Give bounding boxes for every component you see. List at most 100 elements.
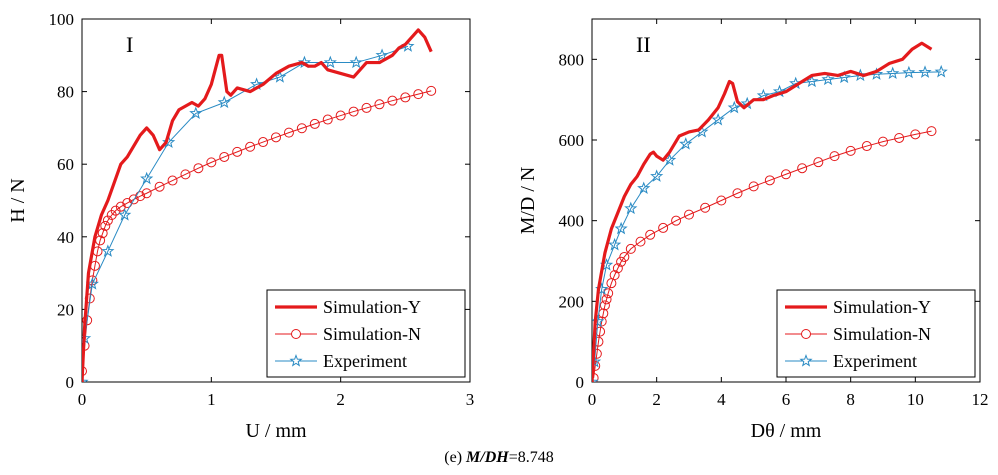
series-line-simulation-y	[82, 28, 433, 382]
data-point-simulation-n	[748, 181, 759, 192]
data-point-simulation-n	[829, 151, 840, 162]
data-point-simulation-n	[82, 315, 93, 326]
plot-frame	[81, 18, 471, 383]
data-point-experiment	[918, 65, 932, 78]
legend-box	[776, 289, 976, 378]
x-tick-label: 10	[907, 390, 924, 409]
x-tick-label: 2	[652, 390, 661, 409]
legend: Simulation-Y Simulation-N Experiment	[776, 289, 976, 378]
series-line-experiment	[82, 45, 409, 382]
data-point-simulation-n	[245, 141, 256, 152]
legend-label: Simulation-N	[323, 324, 421, 344]
data-point-simulation-n	[141, 188, 152, 199]
y-tick-label: 0	[66, 373, 75, 392]
y-tick-label: 600	[559, 131, 585, 150]
caption-value: =8.748	[508, 449, 554, 466]
data-point-experiment	[217, 95, 231, 109]
data-point-simulation-n	[361, 102, 372, 113]
data-point-simulation-n	[387, 95, 398, 106]
data-point-experiment	[101, 244, 115, 257]
data-point-experiment	[592, 375, 599, 382]
y-tick-label: 100	[49, 10, 75, 29]
series-line-simulation-y	[592, 41, 933, 382]
legend-marker-simulation-n	[801, 329, 811, 339]
x-tick-label: 4	[717, 390, 726, 409]
data-point-simulation-n	[348, 106, 359, 117]
legend-label: Simulation-N	[833, 324, 931, 344]
y-tick-label: 20	[57, 300, 74, 319]
data-point-simulation-n	[716, 195, 727, 206]
data-point-simulation-n	[167, 175, 178, 186]
x-tick-label: 0	[78, 390, 87, 409]
x-tick-label: 8	[846, 390, 855, 409]
data-point-experiment	[637, 181, 651, 195]
data-point-simulation-n	[154, 181, 165, 192]
data-point-simulation-n	[322, 114, 333, 125]
data-point-simulation-n	[426, 85, 437, 96]
data-point-experiment	[650, 169, 664, 182]
legend-label: Simulation-Y	[323, 297, 421, 317]
data-point-experiment	[140, 171, 154, 185]
y-tick-label: 60	[57, 155, 74, 174]
legend-marker-experiment	[799, 354, 813, 367]
data-point-simulation-n	[271, 132, 281, 143]
data-point-simulation-n	[193, 163, 204, 174]
x-tick-label: 3	[466, 390, 475, 409]
data-point-simulation-n	[878, 136, 888, 147]
caption-prefix: (e)	[444, 449, 467, 466]
x-tick-label: 2	[336, 390, 345, 409]
data-point-experiment	[902, 65, 916, 79]
data-point-simulation-n	[645, 229, 656, 240]
data-point-simulation-n	[219, 151, 230, 162]
y-axis-label: H / N	[7, 178, 29, 222]
data-point-simulation-n	[635, 236, 646, 247]
data-point-simulation-n	[115, 201, 126, 212]
data-point-simulation-n	[658, 222, 669, 233]
data-point-simulation-n	[206, 157, 217, 168]
data-point-simulation-n	[671, 215, 682, 226]
legend-label: Experiment	[323, 351, 407, 371]
x-tick-label: 0	[588, 390, 597, 409]
data-point-experiment	[679, 137, 693, 150]
y-tick-label: 400	[559, 212, 585, 231]
data-point-experiment	[614, 221, 628, 235]
data-point-simulation-n	[845, 145, 856, 156]
y-tick-label: 800	[559, 50, 585, 69]
x-axis-label: U / mm	[245, 420, 307, 442]
data-point-simulation-n	[616, 256, 627, 267]
panel-label: I	[126, 32, 133, 57]
data-point-simulation-n	[309, 118, 320, 129]
data-point-simulation-n	[609, 270, 620, 281]
data-point-simulation-n	[592, 360, 601, 371]
data-point-simulation-n	[619, 251, 630, 262]
data-point-simulation-n	[910, 129, 921, 140]
data-point-experiment	[349, 55, 363, 69]
data-point-simulation-n	[625, 243, 636, 254]
series-line-simulation-n	[593, 130, 932, 379]
data-point-simulation-n	[894, 132, 905, 143]
data-point-simulation-n	[400, 92, 411, 103]
legend-label: Simulation-Y	[833, 297, 931, 317]
legend-marker-simulation-n	[291, 329, 301, 339]
x-tick-label: 12	[972, 390, 989, 409]
data-point-simulation-n	[102, 215, 113, 226]
data-point-simulation-n	[296, 123, 307, 134]
data-point-experiment	[821, 72, 835, 86]
data-point-simulation-n	[335, 110, 346, 121]
panel-label: II	[636, 32, 651, 57]
panel-left: 0 1 2 3 0 20 40 60 80 100 U / mm H / N I Simulation-Y…	[7, 10, 474, 442]
data-point-simulation-n	[781, 169, 791, 180]
y-tick-label: 200	[559, 292, 585, 311]
data-point-experiment	[592, 354, 602, 368]
y-tick-label: 80	[57, 83, 74, 102]
data-point-simulation-n	[764, 175, 775, 186]
data-point-simulation-n	[232, 146, 243, 157]
data-point-simulation-n	[82, 366, 87, 377]
data-point-simulation-n	[374, 99, 385, 110]
data-point-simulation-n	[97, 228, 108, 239]
data-point-simulation-n	[601, 294, 612, 305]
data-point-experiment	[727, 100, 741, 114]
y-axis-label: M/D / N	[517, 167, 539, 235]
data-point-simulation-n	[180, 169, 191, 180]
